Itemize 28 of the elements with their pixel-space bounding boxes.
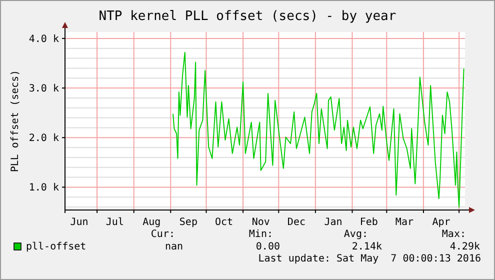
x-tick-label: Aug <box>142 217 161 228</box>
x-tick-label: Oct <box>215 217 234 228</box>
x-tick-label: Jan <box>324 217 342 228</box>
line-series <box>172 52 464 208</box>
legend-label: pll-offset <box>26 242 86 252</box>
y-axis-title: PLL offset (secs) <box>10 70 21 172</box>
text: 2.14k <box>352 242 382 252</box>
x-tick-label: Mar <box>395 217 414 228</box>
text: Last update: Sat May 7 00:00:13 2016 <box>258 254 481 264</box>
x-tick-label: Nov <box>252 217 270 228</box>
y-tick-label: 1.0 k <box>28 182 59 194</box>
x-tick-label: Jun <box>70 217 88 228</box>
text: Cur: <box>150 229 175 240</box>
text: Avg: <box>344 229 368 240</box>
text: 0.00 <box>256 242 280 252</box>
x-tick-label: Jul <box>106 217 124 228</box>
y-tick-label: 3.0 k <box>28 84 59 95</box>
text: 4.29k <box>450 242 480 252</box>
y-tick-label: 2.0 k <box>28 133 59 144</box>
chart-title: NTP kernel PLL offset (secs) - by year <box>98 9 396 24</box>
x-tick-label: Sep <box>179 217 198 228</box>
y-tick-label: 4.0 k <box>28 34 59 45</box>
text: Max: <box>442 229 466 240</box>
text: Min: <box>248 229 273 240</box>
x-tick-label: Apr <box>432 217 450 228</box>
text: nan <box>164 242 183 252</box>
x-tick-label: Dec <box>287 217 306 228</box>
x-tick-label: Feb <box>360 217 378 228</box>
